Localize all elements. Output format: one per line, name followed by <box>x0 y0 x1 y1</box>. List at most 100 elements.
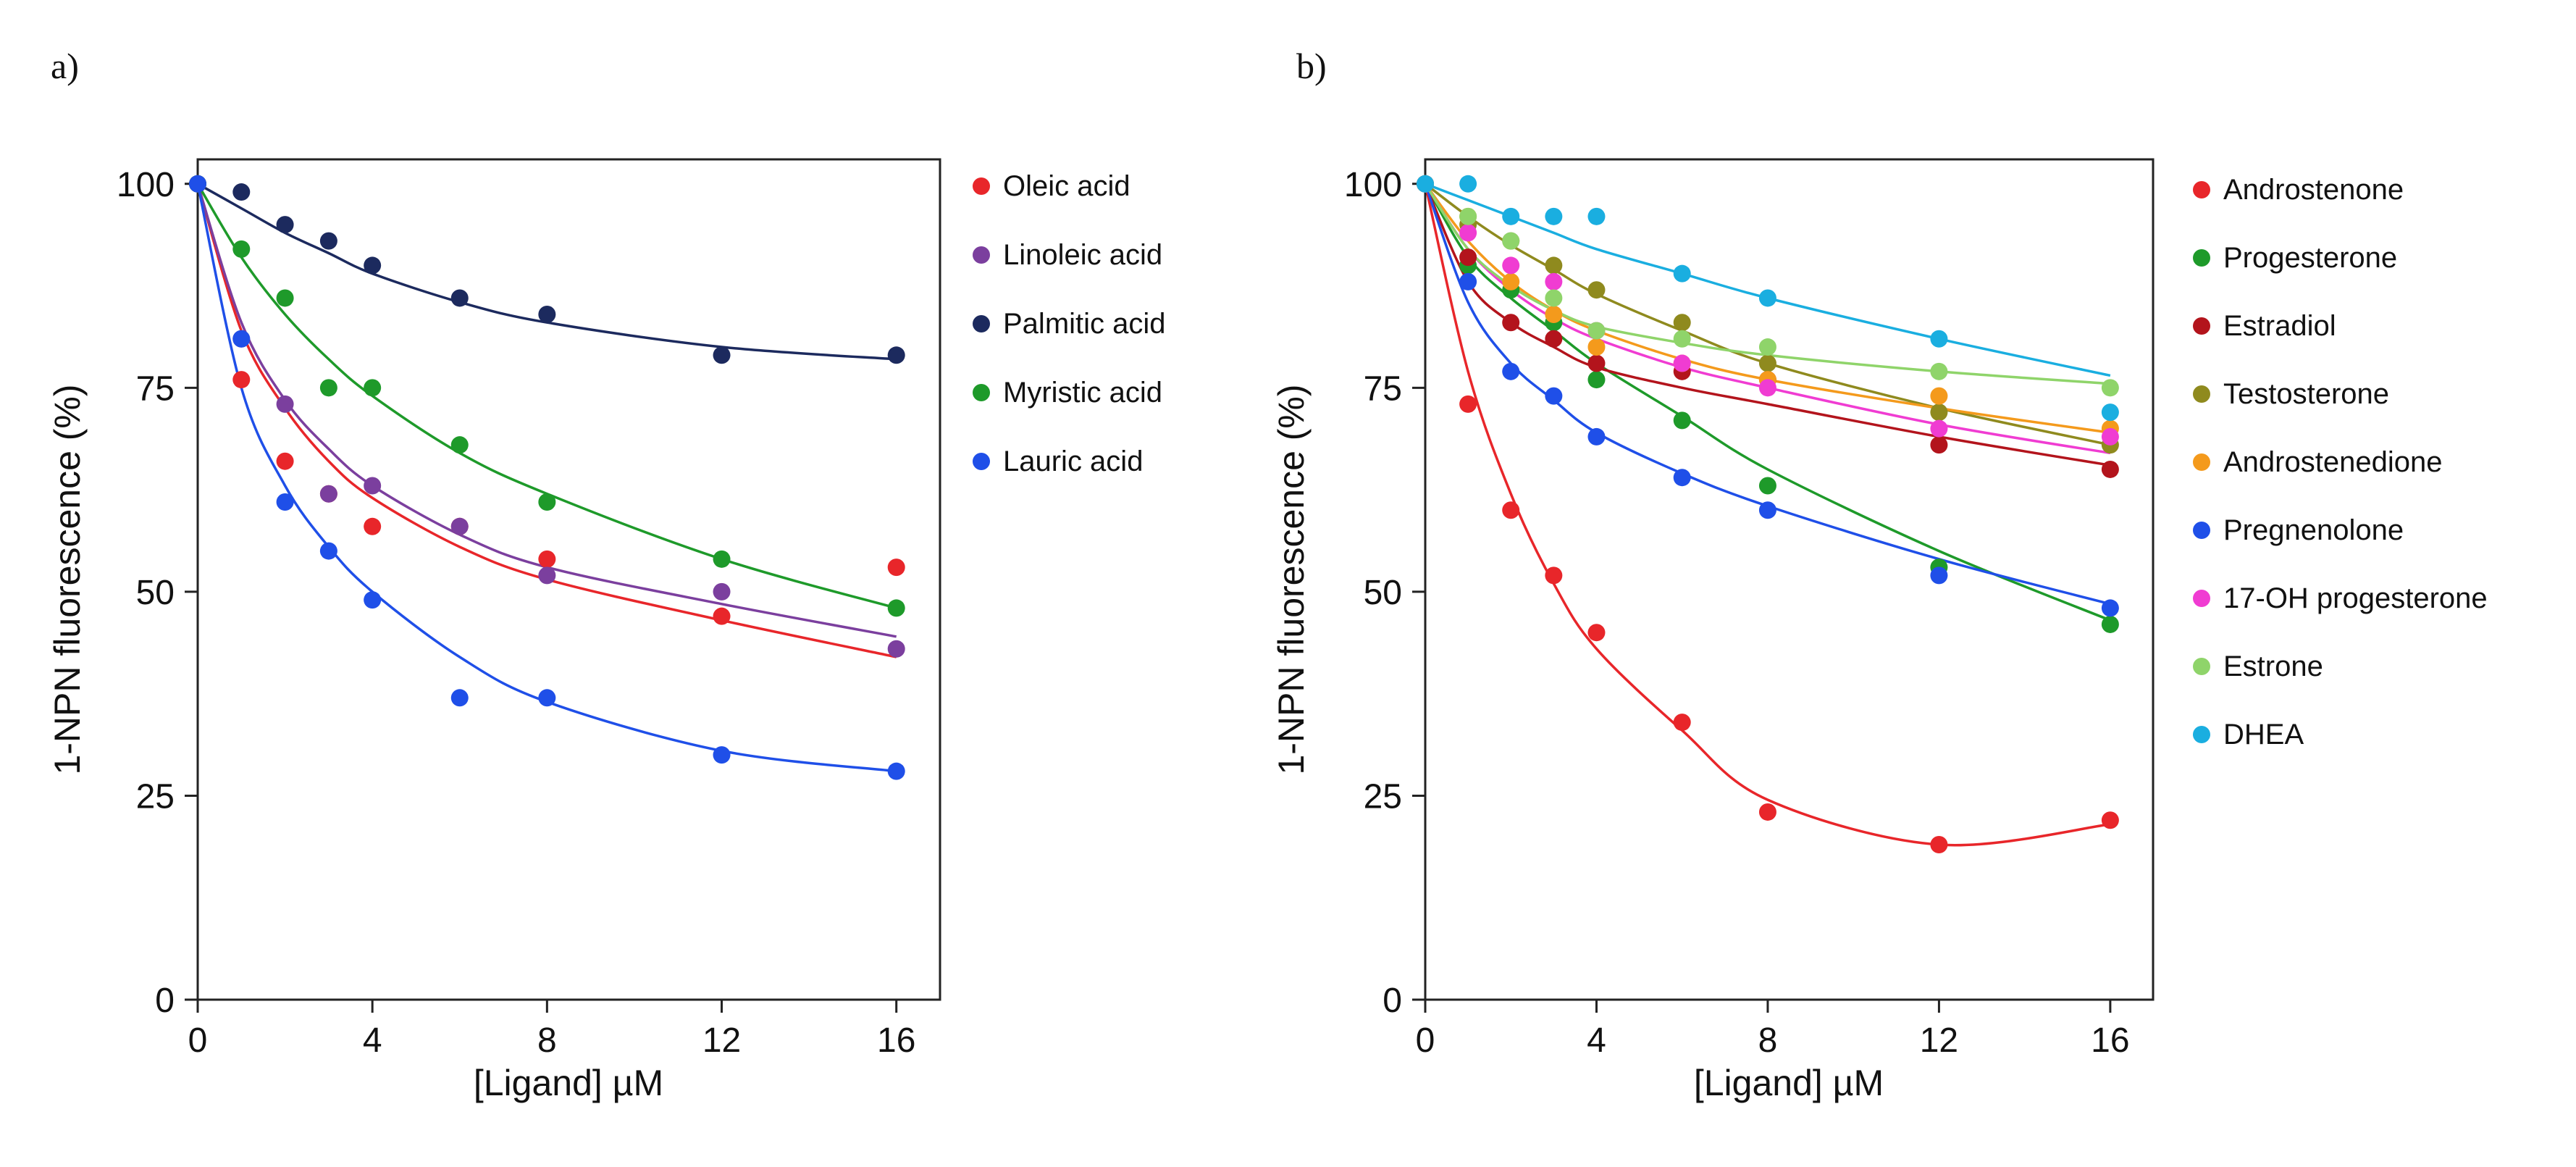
panel-b-point-pregnenolone-3 <box>1545 387 1563 405</box>
panel-b-point-dhea-16 <box>2101 403 2119 422</box>
panel-a-legend-marker-linoleic-acid <box>973 246 990 264</box>
panel-b-point-dhea-12 <box>1930 330 1948 348</box>
panel-b-point-dhea-1 <box>1459 175 1477 193</box>
panel-b: b) 0 4 8 12 16 0 25 50 75 100 [Ligand] µM 1-NPN f… <box>1271 46 2488 1103</box>
panel-b-point-progesterone-6 <box>1673 411 1691 430</box>
panel-b-point-androstenone-3 <box>1545 566 1563 585</box>
panel-b-point-dhea-8 <box>1758 289 1776 307</box>
panel-a-point-oleic-acid-4 <box>364 517 382 535</box>
panel-b-point-androstenedione-3 <box>1545 305 1563 323</box>
panel-b-point-estrone-4 <box>1587 322 1606 340</box>
panel-a-y-tick-label-0: 0 <box>155 982 175 1020</box>
panel-b-point-testosterone-12 <box>1930 403 1948 422</box>
panel-a-y-axis-title: 1-NPN fluorescence (%) <box>47 384 88 774</box>
panel-a-point-palmitic-acid-2 <box>276 216 294 234</box>
panel-b-point-androstenone-4 <box>1587 624 1606 642</box>
panel-b-point-17-oh-progesterone-6 <box>1673 354 1691 372</box>
panel-a-point-myristic-acid-12 <box>713 550 731 568</box>
panel-a-point-palmitic-acid-8 <box>538 305 556 323</box>
panel-a-y-tick-label-50: 50 <box>136 574 175 612</box>
panel-b-point-androstenone-8 <box>1758 803 1776 821</box>
panel-a-point-linoleic-acid-8 <box>538 566 556 585</box>
panel-b-legend-label-estrone: Estrone <box>2223 651 2323 682</box>
panel-b-point-estrone-8 <box>1758 338 1776 356</box>
panel-b-legend-marker-estradiol <box>2193 317 2210 335</box>
panel-b-legend-marker-17-oh-progesterone <box>2193 590 2210 607</box>
panel-b-point-17-oh-progesterone-3 <box>1545 272 1563 290</box>
panel-b-point-progesterone-4 <box>1587 371 1606 389</box>
panel-b-plot-frame <box>1424 158 2155 1001</box>
panel-a-point-oleic-acid-12 <box>713 607 731 625</box>
panel-a-fit-curve-lauric-acid <box>196 183 897 773</box>
panel-a-x-tick-label-4: 4 <box>363 1021 382 1060</box>
panel-a-point-linoleic-acid-2 <box>276 395 294 413</box>
panel-a-point-palmitic-acid-16 <box>887 346 905 364</box>
panel-a-x-axis-title: [Ligand] µM <box>474 1063 663 1103</box>
panel-b-point-estrone-12 <box>1930 362 1948 380</box>
panel-a-legend-marker-palmitic-acid <box>973 315 990 332</box>
panel-b-fit-curve-progesterone <box>1424 183 2111 622</box>
panel-b-point-androstenone-1 <box>1459 395 1477 413</box>
panel-b-point-androstenedione-12 <box>1930 387 1948 405</box>
panel-a-x-tick-label-16: 16 <box>877 1021 915 1060</box>
panel-b-point-testosterone-4 <box>1587 281 1606 299</box>
panel-a-point-myristic-acid-8 <box>538 493 556 511</box>
panel-b-point-pregnenolone-2 <box>1502 362 1520 380</box>
panel-a-point-linoleic-acid-6 <box>450 517 469 535</box>
panel-a-point-palmitic-acid-1 <box>232 183 251 201</box>
panel-b-point-estradiol-3 <box>1545 330 1563 348</box>
panel-a-y-tick-label-75: 75 <box>136 369 175 408</box>
panel-a-legend-label-linoleic-acid: Linoleic acid <box>1003 239 1162 271</box>
panel-b-point-estrone-2 <box>1502 232 1520 250</box>
panel-b-point-estrone-6 <box>1673 330 1691 348</box>
panel-b-point-estradiol-12 <box>1930 436 1948 454</box>
panel-b-point-17-oh-progesterone-12 <box>1930 419 1948 438</box>
panel-a-point-myristic-acid-4 <box>364 379 382 397</box>
panel-a-point-lauric-acid-1 <box>232 330 251 348</box>
panel-b-point-dhea-6 <box>1673 264 1691 283</box>
panel-a-point-palmitic-acid-6 <box>450 289 469 307</box>
panel-a-legend: Oleic acid Linoleic acid Palmitic acid Myri… <box>973 170 1166 477</box>
panel-a-y-tick-label-100: 100 <box>117 166 175 204</box>
panel-a-legend-label-lauric-acid: Lauric acid <box>1003 446 1143 477</box>
panel-a-label: a) <box>51 46 79 86</box>
panel-b-point-androstenone-16 <box>2101 811 2119 829</box>
panel-a-point-linoleic-acid-3 <box>319 485 337 503</box>
panel-a-point-oleic-acid-1 <box>232 371 251 389</box>
panel-b-label: b) <box>1296 46 1327 86</box>
panel-b-point-dhea-2 <box>1502 207 1520 225</box>
panel-a-point-myristic-acid-6 <box>450 436 469 454</box>
panel-a-point-lauric-acid-4 <box>364 591 382 609</box>
panel-b-point-androstenone-2 <box>1502 501 1520 519</box>
panel-b-point-androstenedione-4 <box>1587 338 1606 356</box>
panel-b-legend-label-estradiol: Estradiol <box>2223 310 2336 342</box>
panel-a-point-linoleic-acid-4 <box>364 477 382 495</box>
panel-a-legend-label-oleic-acid: Oleic acid <box>1003 170 1130 202</box>
panel-b-point-progesterone-16 <box>2101 615 2119 633</box>
panel-b-point-androstenone-12 <box>1930 836 1948 854</box>
panel-a-point-lauric-acid-3 <box>319 542 337 560</box>
panel-b-point-androstenone-6 <box>1673 714 1691 732</box>
panel-b-point-testosterone-6 <box>1673 314 1691 332</box>
panel-b-point-testosterone-3 <box>1545 256 1563 275</box>
panel-b-y-tick-label-100: 100 <box>1344 166 1402 204</box>
panel-b-y-tick-label-75: 75 <box>1364 369 1402 408</box>
panel-b-point-pregnenolone-8 <box>1758 501 1776 519</box>
panel-b-legend-label-dhea: DHEA <box>2223 719 2304 750</box>
panel-b-point-dhea-3 <box>1545 207 1563 225</box>
panel-a-point-linoleic-acid-16 <box>887 640 905 658</box>
panel-b-legend-label-progesterone: Progesterone <box>2223 242 2397 274</box>
panel-a-ticks: 0 4 8 12 16 0 25 50 75 100 <box>117 166 915 1060</box>
panel-b-point-pregnenolone-1 <box>1459 272 1477 290</box>
panel-b-point-17-oh-progesterone-1 <box>1459 224 1477 242</box>
panel-b-x-tick-label-0: 0 <box>1416 1021 1435 1060</box>
panel-a: a) 0 4 8 12 16 0 25 50 75 100 [Ligand] µM 1-NPN f… <box>47 46 1166 1103</box>
panel-b-legend-label-androstenedione: Androstenedione <box>2223 446 2442 478</box>
panel-b-ticks: 0 4 8 12 16 0 25 50 75 100 <box>1344 166 2130 1060</box>
panel-a-point-oleic-acid-2 <box>276 452 294 470</box>
panel-a-point-myristic-acid-1 <box>232 240 251 258</box>
panel-b-legend-label-17-oh-progesterone: 17-OH progesterone <box>2223 582 2488 614</box>
panel-a-point-palmitic-acid-12 <box>713 346 731 364</box>
panel-b-point-estrone-3 <box>1545 289 1563 307</box>
